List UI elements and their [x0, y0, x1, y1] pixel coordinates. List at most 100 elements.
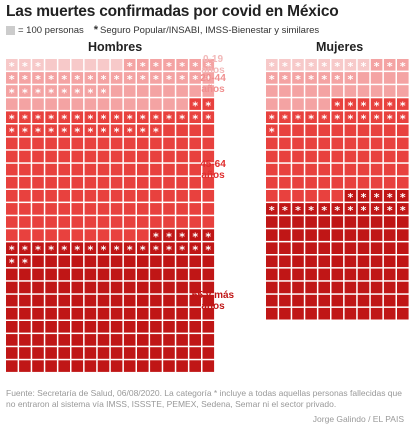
star-mark: *: [88, 113, 94, 126]
waffle-square: [344, 203, 357, 215]
waffle-square: [202, 268, 215, 281]
waffle-square: [318, 111, 330, 123]
star-mark: *: [387, 191, 393, 204]
panel-title-hombres: Hombres: [88, 40, 143, 54]
waffle-square: [163, 229, 175, 241]
star-mark: *: [179, 230, 185, 243]
waffle-square: [163, 98, 175, 110]
waffle-square: [305, 307, 317, 320]
star-mark: *: [166, 73, 172, 86]
waffle-square: [202, 347, 215, 359]
waffle-square: [331, 242, 344, 254]
waffle-square: [110, 307, 123, 320]
waffle-square: [45, 281, 57, 294]
waffle-square: [19, 229, 31, 241]
waffle-square: [292, 216, 304, 228]
waffle-square: [331, 176, 344, 189]
waffle-square: [84, 255, 97, 268]
waffle-square: [305, 294, 317, 307]
waffle-square: [266, 216, 278, 228]
waffle-square: [6, 163, 18, 176]
waffle-square: [6, 137, 18, 150]
waffle-square: [176, 163, 188, 176]
waffle-square: [97, 334, 110, 346]
waffle-square: [45, 360, 57, 372]
waffle-square: [189, 59, 201, 71]
star-mark: *: [321, 204, 327, 217]
waffle-square: [344, 137, 357, 150]
waffle-square: [331, 111, 344, 123]
waffle-square: [32, 72, 44, 84]
waffle-square: [292, 203, 304, 215]
star-mark: *: [48, 73, 54, 86]
waffle-square: [370, 111, 383, 123]
waffle-square: [292, 268, 304, 281]
star-mark: *: [9, 60, 15, 73]
age-label: 45-64 años: [200, 158, 226, 181]
waffle-square: [123, 307, 136, 320]
waffle-square: [202, 137, 215, 150]
waffle-square: [331, 150, 344, 163]
waffle-square: [58, 242, 70, 254]
waffle-square: [383, 111, 396, 123]
waffle-square: [266, 294, 278, 307]
waffle-square: [370, 98, 383, 110]
star-mark: *: [269, 204, 275, 217]
waffle-square: [292, 229, 304, 241]
waffle-square: [97, 163, 110, 176]
waffle-square: [189, 124, 201, 137]
waffle-square: [331, 203, 344, 215]
star-mark: *: [348, 113, 354, 126]
waffle-square: [163, 307, 175, 320]
star-mark: *: [140, 113, 146, 126]
waffle-square: [32, 163, 44, 176]
waffle-square: [110, 176, 123, 189]
waffle-square: [97, 216, 110, 228]
waffle-square: [123, 360, 136, 372]
waffle-square: [279, 203, 291, 215]
waffle-square: [58, 150, 70, 163]
waffle-square: [6, 242, 18, 254]
waffle-square: [370, 242, 383, 254]
waffle-square: [45, 190, 57, 202]
waffle-square: [58, 360, 70, 372]
star-mark: *: [374, 204, 380, 217]
waffle-square: [150, 137, 162, 150]
waffle-square: [58, 321, 70, 333]
waffle-square: [97, 242, 110, 254]
waffle-square: [32, 203, 44, 215]
waffle-square: [137, 111, 149, 123]
waffle-square: [123, 190, 136, 202]
waffle-square: [150, 347, 162, 359]
waffle-square: [266, 150, 278, 163]
waffle-square: [357, 294, 370, 307]
waffle-square: [305, 281, 317, 294]
waffle-square: [150, 163, 162, 176]
waffle-square: [397, 85, 409, 97]
waffle-square: [6, 124, 18, 137]
waffle-square: [32, 360, 44, 372]
waffle-square: [45, 216, 57, 228]
waffle-square: [383, 137, 396, 150]
star-mark: *: [153, 126, 159, 139]
waffle-square: [137, 281, 149, 294]
legend: = 100 personas * Seguro Popular/INSABI, …: [6, 24, 319, 36]
waffle-square: [202, 203, 215, 215]
star-mark: *: [88, 86, 94, 99]
waffle-square: [189, 137, 201, 150]
star-mark: *: [74, 126, 80, 139]
waffle-square: [292, 255, 304, 268]
waffle-square: [176, 111, 188, 123]
star-mark: *: [48, 126, 54, 139]
waffle-square: [58, 190, 70, 202]
waffle-square: [344, 111, 357, 123]
waffle-square: [123, 321, 136, 333]
star-mark: *: [101, 73, 107, 86]
waffle-square: [71, 124, 84, 137]
waffle-square: [305, 203, 317, 215]
waffle-square: [383, 255, 396, 268]
waffle-square: [279, 294, 291, 307]
waffle-square: [163, 203, 175, 215]
star-mark: *: [308, 73, 314, 86]
waffle-square: [370, 229, 383, 241]
